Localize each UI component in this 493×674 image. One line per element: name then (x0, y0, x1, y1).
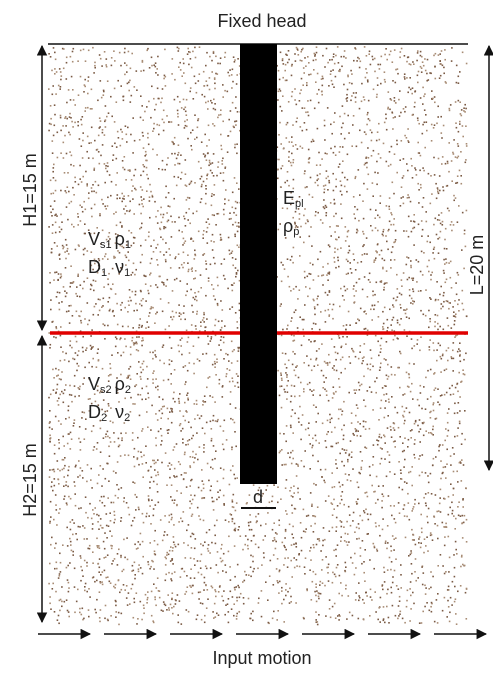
title: Fixed head (217, 11, 306, 31)
footer: Input motion (212, 648, 311, 668)
d-label: d (253, 487, 263, 507)
layer1-line2: D1ν1 (88, 257, 130, 279)
pile (240, 44, 277, 484)
pile-modulus: Epl (283, 188, 304, 210)
layer2-line1: Vs2ρ2 (88, 374, 131, 396)
l-label: L=20 m (467, 235, 487, 296)
pile-density: ρp (283, 216, 299, 238)
h1-label: H1=15 m (20, 153, 40, 227)
h2-label: H2=15 m (20, 443, 40, 517)
